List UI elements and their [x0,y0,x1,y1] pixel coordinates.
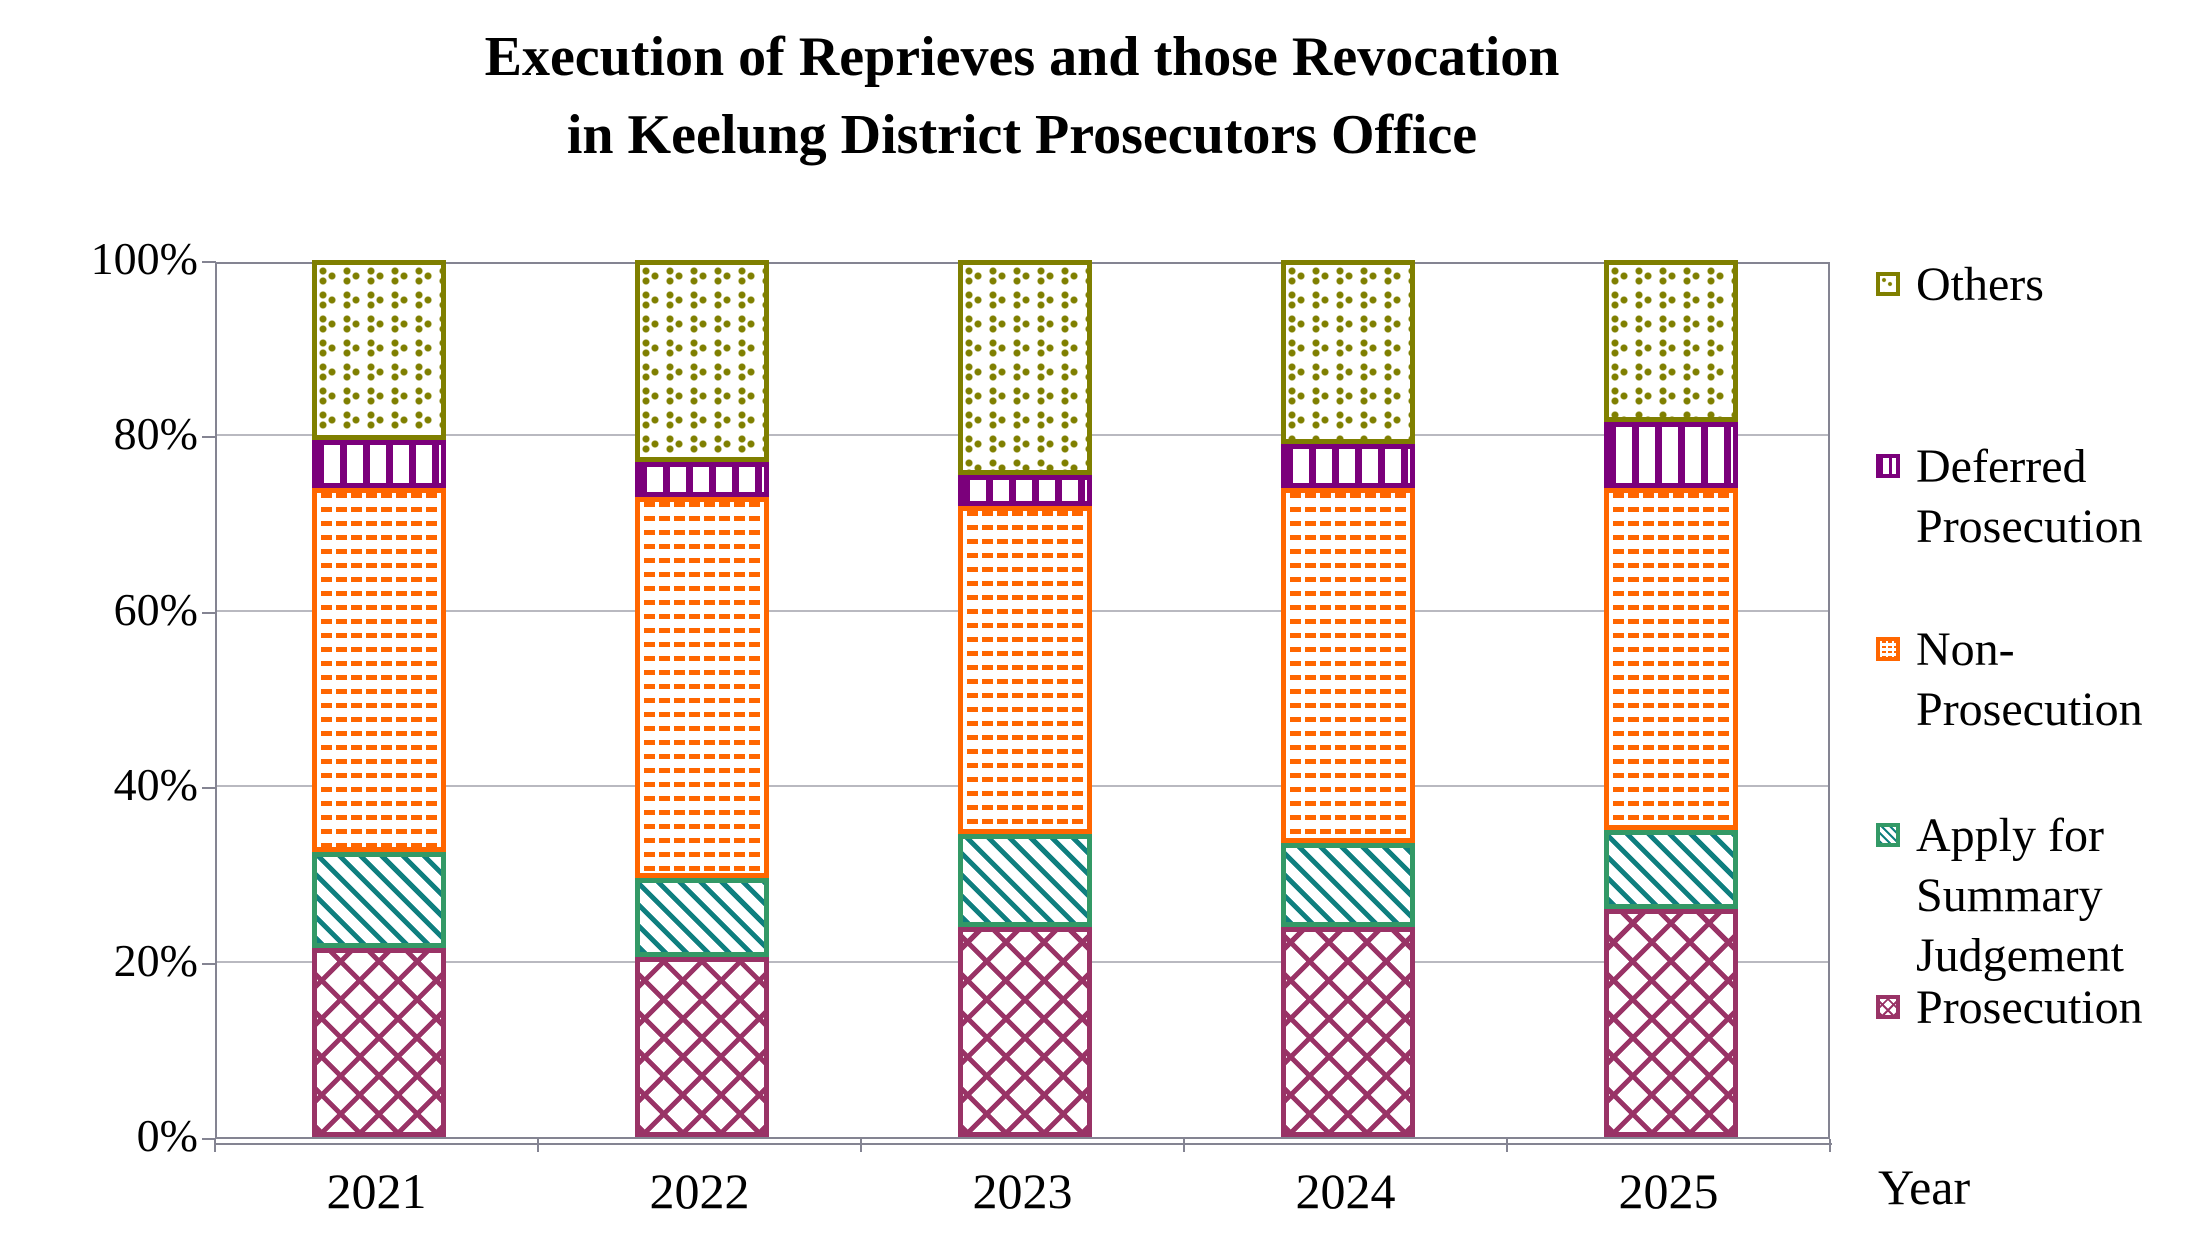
apply-for-summary-judgement-swatch-icon [1876,823,1900,847]
deferred-prosecution-swatch-icon [1876,454,1900,478]
bar-2021-nonpros [311,488,446,852]
bar-2022-deferred [634,461,769,497]
x-axis-tick-label: 2023 [972,1163,1073,1219]
x-axis-tick-label: 2022 [649,1163,750,1219]
x-axis-tick [1829,1139,1831,1152]
legend-label: Apply for [1916,809,2104,862]
legend: Others Deferred Prosecution Non- Prosecu… [1876,0,2211,1100]
y-axis-tick-label: 100% [90,233,198,284]
plot-area [215,260,1830,1139]
bar-2022-others [634,260,769,462]
bar-2023-deferred [957,474,1092,506]
y-axis-tick [202,962,216,965]
legend-item-apply-for-summary-judgement: Apply for Summary Judgement [1876,806,2124,986]
x-axis-tick [860,1139,862,1152]
y-axis-tick [202,1138,216,1140]
y-axis-tick [202,436,216,439]
bar-2025-others [1603,260,1738,423]
bar-2023-prosecution [957,926,1092,1137]
y-axis-tick-label: 40% [113,759,198,811]
y-axis-tick-label: 80% [113,408,198,460]
legend-label: Prosecution [1916,981,2143,1034]
bar-2025-deferred [1603,422,1738,489]
x-axis-line [215,1143,1832,1145]
bar-2021-apply [311,851,446,949]
chart-title-line2: in Keelung District Prosecutors Office [566,104,1478,166]
bar-2025-nonpros [1603,488,1738,831]
legend-label: Prosecution [1916,500,2143,553]
legend-label: Prosecution [1916,683,2143,736]
bar-2024-deferred [1280,444,1415,489]
x-axis-tick-label: 2021 [326,1163,427,1219]
legend-item-others: Others [1876,255,2044,315]
y-axis-tick [202,787,216,790]
x-axis-tick [214,1139,216,1152]
legend-label: Others [1916,258,2044,311]
x-axis-tick [1506,1139,1508,1152]
legend-label: Summary [1916,869,2103,922]
prosecution-swatch-icon [1876,995,1900,1019]
bar-2024-prosecution [1280,926,1415,1137]
legend-item-deferred-prosecution: Deferred Prosecution [1876,437,2143,557]
y-axis-tick [202,611,216,614]
bar-2022-apply [634,878,769,958]
chart-title: Execution of Reprieves and those Revocat… [222,18,1822,174]
x-axis-title: Year [1878,1159,1971,1215]
legend-item-prosecution: Prosecution [1876,978,2143,1038]
bar-2023-nonpros [957,505,1092,835]
legend-label: Deferred [1916,440,2087,493]
bar-2024-others [1280,260,1415,445]
others-swatch-icon [1876,272,1900,296]
y-axis-tick-label: 60% [113,583,198,635]
x-axis-tick-label: 2025 [1618,1163,1719,1219]
bar-2025-prosecution [1603,908,1738,1137]
y-axis-tick-label: 20% [113,934,198,986]
bar-2022-nonpros [634,496,769,879]
bar-2025-apply [1603,830,1738,909]
bar-2023-others [957,260,1092,475]
x-axis-tick [537,1139,539,1152]
bar-2024-nonpros [1280,488,1415,844]
bar-2023-apply [957,834,1092,927]
bar-2021-prosecution [311,948,446,1137]
x-axis-tick [1183,1139,1185,1152]
y-axis-tick [202,261,216,263]
x-axis-tick-label: 2024 [1295,1163,1396,1219]
legend-label: Judgement [1916,929,2124,982]
legend-label: Non- [1916,623,2015,676]
bar-2024-apply [1280,843,1415,927]
bar-2022-prosecution [634,957,769,1137]
bar-2021-others [311,260,446,440]
bar-2021-deferred [311,439,446,489]
non-prosecution-swatch-icon [1876,637,1900,661]
y-axis-tick-label: 0% [136,1110,198,1161]
legend-item-non-prosecution: Non- Prosecution [1876,620,2143,740]
chart-title-line1: Execution of Reprieves and those Revocat… [484,26,1560,88]
